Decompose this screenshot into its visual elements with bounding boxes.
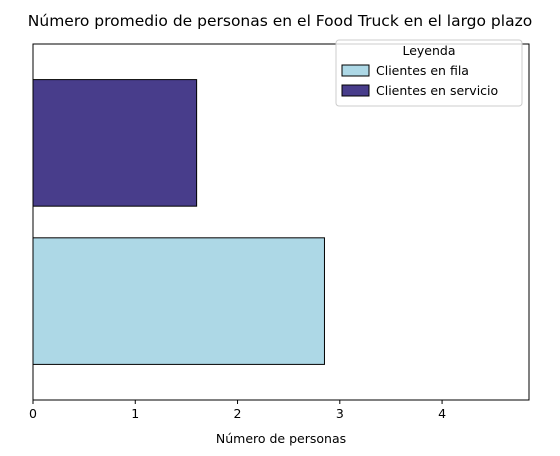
bar-clientes-en-servicio	[33, 80, 197, 207]
x-tick-label: 3	[336, 406, 344, 421]
bars	[33, 80, 324, 365]
x-axis-label: Número de personas	[216, 431, 346, 446]
legend-swatch-clientes-en-fila	[342, 65, 369, 76]
x-tick-label: 1	[131, 406, 139, 421]
legend-label-clientes-en-servicio: Clientes en servicio	[376, 83, 498, 98]
x-tick-label: 2	[234, 406, 242, 421]
legend-title: Leyenda	[402, 43, 455, 58]
legend-label-clientes-en-fila: Clientes en fila	[376, 63, 469, 78]
x-axis: 0 1 2 3 4	[29, 400, 446, 421]
x-tick-label: 4	[438, 406, 446, 421]
legend-swatch-clientes-en-servicio	[342, 85, 369, 96]
chart-title: Número promedio de personas en el Food T…	[28, 12, 532, 30]
bar-clientes-en-fila	[33, 238, 324, 365]
x-tick-label: 0	[29, 406, 37, 421]
legend: Leyenda Clientes en fila Clientes en serv…	[336, 40, 522, 106]
